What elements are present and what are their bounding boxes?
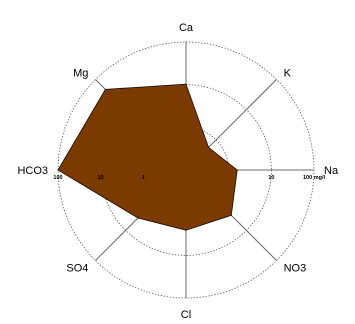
axis-label-mg: Mg xyxy=(73,67,88,79)
axis-labels: Ca K Na NO3 Cl SO4 HCO3 Mg xyxy=(17,22,339,321)
axis-label-so4: SO4 xyxy=(66,263,88,275)
axis-label-na: Na xyxy=(324,165,339,177)
series-polygon-1 xyxy=(57,83,238,231)
data-point-na xyxy=(236,169,238,171)
axis-label-k: K xyxy=(284,67,292,79)
tick-label-right-1: 10 xyxy=(268,175,274,181)
axis-label-hco3: HCO3 xyxy=(17,165,48,177)
axis-label-no3: NO3 xyxy=(284,263,307,275)
axis-label-cl: Cl xyxy=(181,309,191,321)
tick-label-left-3: 1 xyxy=(142,175,145,181)
axis-label-ca: Ca xyxy=(179,22,194,34)
tick-label-left-1: 100 xyxy=(53,175,62,181)
data-point-mg xyxy=(104,88,106,90)
tick-labels: 100 10 1 10 100 mg/l xyxy=(53,175,325,181)
data-point-hco3 xyxy=(57,169,59,171)
tick-label-right-2: 100 mg/l xyxy=(303,175,325,181)
data-point-k xyxy=(208,146,210,148)
data-point-no3 xyxy=(230,214,232,216)
data-point-so4 xyxy=(137,217,139,219)
data-point-cl xyxy=(185,229,187,231)
tick-label-left-2: 10 xyxy=(98,175,104,181)
data-point-ca xyxy=(185,83,187,85)
series-layer xyxy=(57,83,238,231)
